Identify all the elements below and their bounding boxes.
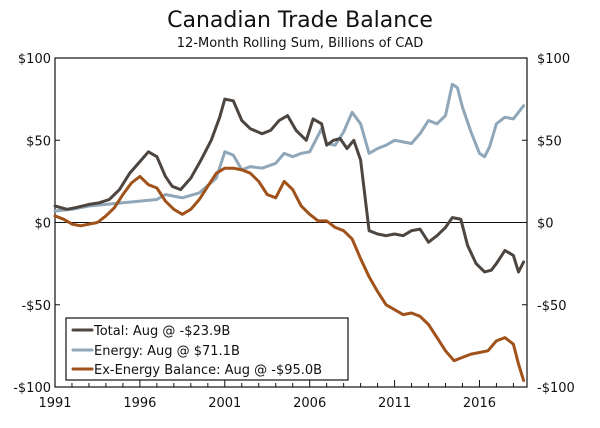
x-tick-label: 2011 xyxy=(378,396,411,411)
legend-box xyxy=(65,317,349,381)
legend-label-total: Total: Aug @ -$23.9B xyxy=(93,324,230,339)
y-tick-label-left: $50 xyxy=(26,134,51,149)
y-tick-label-right: $100 xyxy=(537,52,570,67)
y-tick-label-right: -$100 xyxy=(537,381,575,396)
legend-label-energy: Energy: Aug @ $71.1B xyxy=(94,344,240,359)
legend: Total: Aug @ -$23.9B Energy: Aug @ $71.1… xyxy=(65,317,349,381)
x-tick-label: 2006 xyxy=(293,396,326,411)
chart-title: Canadian Trade Balance xyxy=(167,8,433,33)
y-tick-label-right: $0 xyxy=(537,217,554,232)
x-tick-label: 2016 xyxy=(463,396,496,411)
y-tick-label-left: -$100 xyxy=(13,381,51,396)
y-tick-label-right: -$50 xyxy=(537,299,567,314)
series-line-total xyxy=(53,97,526,274)
y-tick-label-left: $0 xyxy=(34,217,51,232)
x-tick-label: 2001 xyxy=(208,396,241,411)
series-line-ex-energy xyxy=(53,166,526,382)
legend-label-ex-energy: Ex-Energy Balance: Aug @ -$95.0B xyxy=(94,363,322,378)
y-tick-label-left: $100 xyxy=(18,52,51,67)
plot-area: $100 $100$50 $50$0 $0-$50 -$50-$100 -$1001991… xyxy=(13,52,575,411)
y-tick-label-right: $50 xyxy=(537,134,562,149)
y-tick-label-left: -$50 xyxy=(21,299,51,314)
x-tick-label: 1991 xyxy=(38,396,71,411)
x-tick-label: 1996 xyxy=(123,396,156,411)
chart-subtitle: 12-Month Rolling Sum, Billions of CAD xyxy=(177,36,424,51)
